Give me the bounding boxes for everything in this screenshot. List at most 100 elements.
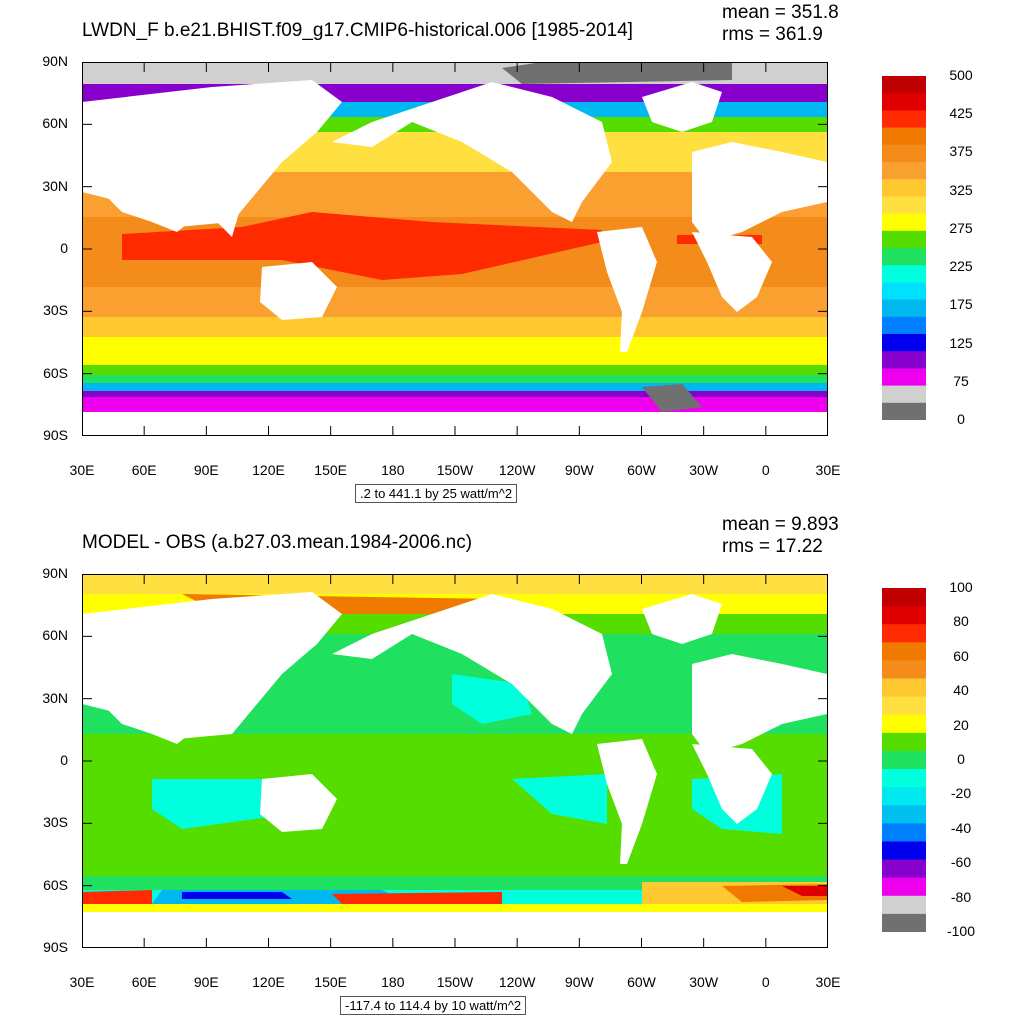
colorbar-swatch [882, 732, 926, 752]
colorbar-swatch [882, 895, 926, 915]
lon-tick-label: 90E [193, 974, 219, 990]
lon-tick-label: 180 [381, 462, 405, 478]
lon-tick-label: 120E [252, 974, 285, 990]
lat-tick-label: 0 [60, 240, 68, 256]
lat-tick-label: 90N [42, 53, 68, 69]
rms-value: rms = 17.22 [722, 536, 823, 557]
colorbar-label: 100 [949, 579, 973, 595]
colorbar-swatch [882, 859, 926, 879]
lon-tick-label: 90W [564, 974, 594, 990]
contour-range: -117.4 to 114.4 by 10 watt/m^2 [340, 996, 527, 1015]
colorbar-swatch [882, 162, 926, 180]
lon-tick-label: 120W [498, 974, 536, 990]
colorbar-swatch [882, 179, 926, 197]
colorbar-label: 225 [949, 258, 973, 275]
colorbar-swatch [882, 351, 926, 369]
colorbar-swatch [882, 606, 926, 625]
colorbar-label: -60 [950, 854, 972, 871]
lon-tick-label: 120W [498, 462, 536, 478]
colorbar-label: 0 [957, 751, 965, 767]
colorbar-swatch [882, 127, 926, 146]
colorbar-swatch [882, 913, 926, 932]
panel-title: LWDN_F b.e21.BHIST.f09_g17.CMIP6-histori… [82, 20, 633, 41]
lon-tick-label: 30W [689, 462, 719, 478]
lat-tick-label: 90S [43, 427, 68, 443]
colorbar-swatch [882, 93, 926, 111]
contour-range: .2 to 441.1 by 25 watt/m^2 [355, 484, 518, 503]
lon-tick-label: 30E [815, 974, 841, 990]
colorbar-swatch [882, 265, 926, 283]
colorbar-swatch [882, 385, 926, 404]
lat-tick-label: 60N [42, 627, 68, 644]
lon-tick-label: 60E [131, 974, 157, 990]
lon-tick-label: 60W [627, 462, 656, 478]
lat-tick-label: 90S [43, 939, 68, 955]
colorbar-swatch [882, 787, 926, 806]
colorbar-swatch [882, 316, 926, 335]
lat-tick-label: 60N [42, 115, 68, 132]
colorbar [882, 588, 926, 932]
map-plot [82, 62, 828, 436]
lon-tick-label: 0 [761, 462, 770, 478]
lon-tick-label: 90E [193, 462, 219, 478]
lon-tick-label: 30E [69, 974, 95, 990]
colorbar-label: 175 [949, 296, 973, 313]
lon-tick-label: 0 [761, 974, 770, 990]
colorbar-swatch [882, 110, 926, 129]
colorbar-label: 40 [953, 682, 969, 699]
colorbar-swatch [882, 144, 926, 163]
colorbar-label: 75 [953, 372, 969, 389]
colorbar-swatch [882, 213, 926, 232]
colorbar-swatch [882, 877, 926, 897]
lon-tick-label: 120E [252, 462, 285, 478]
colorbar-swatch [882, 714, 926, 734]
mean-value: mean = 351.8 [722, 2, 839, 23]
colorbar-label: -100 [946, 923, 976, 939]
lat-tick-label: 60S [43, 876, 68, 893]
lat-tick-label: 30N [42, 177, 68, 194]
colorbar-label: 60 [953, 647, 969, 664]
lon-tick-label: 60W [627, 974, 656, 990]
colorbar-label: -80 [950, 888, 972, 905]
lon-tick-label: 60E [131, 462, 157, 478]
lon-tick-label: 150W [436, 462, 474, 478]
colorbar-label: 500 [949, 67, 973, 83]
lon-tick-label: 90W [564, 462, 594, 478]
panel-title: MODEL - OBS (a.b27.03.mean.1984-2006.nc) [82, 532, 473, 553]
lat-tick-label: 60S [43, 364, 68, 381]
colorbar-label: -40 [950, 819, 972, 836]
panel-model-minus-obs: MODEL - OBS (a.b27.03.mean.1984-2006.nc)… [0, 512, 1024, 1024]
map-plot [82, 574, 828, 948]
colorbar-swatch [882, 248, 926, 266]
colorbar-swatch [882, 841, 926, 861]
lat-tick-label: 30N [42, 689, 68, 706]
colorbar-swatch [882, 196, 926, 215]
lon-tick-label: 30W [689, 974, 719, 990]
colorbar-swatch [882, 282, 926, 301]
colorbar-swatch [882, 624, 926, 643]
lat-tick-label: 30S [43, 302, 68, 319]
lat-tick-label: 90N [42, 565, 68, 581]
colorbar-swatch [882, 76, 926, 94]
colorbar-swatch [882, 368, 926, 387]
colorbar-swatch [882, 769, 926, 788]
lat-tick-label: 0 [60, 752, 68, 768]
colorbar-label: 20 [953, 716, 969, 733]
colorbar-label: 425 [949, 105, 973, 122]
colorbar-swatch [882, 660, 926, 680]
colorbar-label: 0 [957, 411, 965, 427]
colorbar-swatch [882, 334, 926, 352]
lon-tick-label: 180 [381, 974, 405, 990]
rms-value: rms = 361.9 [722, 24, 823, 45]
colorbar-label: -20 [950, 785, 972, 802]
colorbar-label: 325 [949, 181, 973, 198]
mean-value: mean = 9.893 [722, 514, 839, 535]
colorbar-swatch [882, 750, 926, 770]
panel-lwdn-f: LWDN_F b.e21.BHIST.f09_g17.CMIP6-histori… [42, 2, 973, 503]
colorbar-swatch [882, 642, 926, 661]
colorbar-label: 125 [949, 334, 973, 351]
colorbar-swatch [882, 696, 926, 716]
colorbar-swatch [882, 588, 926, 607]
colorbar-swatch [882, 805, 926, 824]
lon-tick-label: 150W [436, 974, 474, 990]
